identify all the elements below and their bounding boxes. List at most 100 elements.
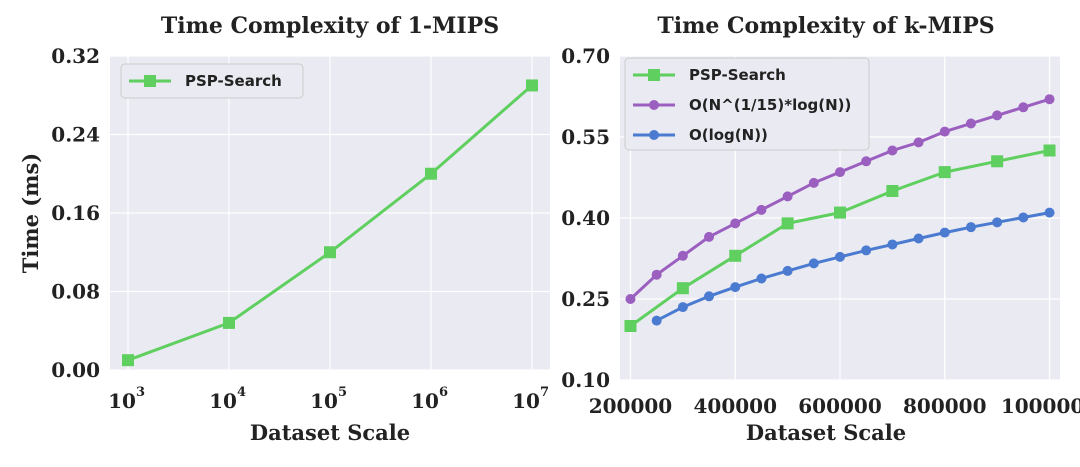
- chart-k-mips: Time Complexity of k-MIPS Dataset Scale …: [561, 13, 1080, 445]
- data-point: [1043, 144, 1056, 157]
- series-0: [122, 79, 538, 367]
- y-tick-label: 0.55: [561, 125, 610, 149]
- data-point: [886, 185, 899, 197]
- data-point: [939, 126, 950, 137]
- data-point: [835, 251, 845, 262]
- data-point: [991, 155, 1004, 168]
- data-point: [992, 110, 1003, 121]
- data-point: [677, 250, 688, 261]
- data-point: [808, 177, 819, 188]
- x-tick-exponent: 6: [439, 385, 448, 400]
- data-point: [223, 316, 235, 329]
- x-tick-exponent: 4: [237, 385, 246, 400]
- y-tick-label: 0.70: [561, 44, 610, 68]
- x-tick-label: 600000: [798, 394, 882, 418]
- chart-title-1-mips: Time Complexity of 1-MIPS: [161, 13, 499, 39]
- legend-k-mips: PSP-Search O(N^(1/15)*log(N)) O(log(N)): [624, 57, 870, 151]
- data-point: [425, 167, 437, 180]
- x-tick-label: 10: [310, 389, 338, 413]
- x-tick-label: 10: [411, 389, 439, 413]
- legend-label: O(N^(1/15)*log(N)): [689, 96, 851, 114]
- x-tick-exponent: 3: [136, 385, 145, 400]
- series-k-mips: [624, 94, 1056, 332]
- x-tick-exponent: 5: [338, 385, 347, 400]
- legend-label: PSP-Search: [689, 66, 786, 84]
- data-point: [1018, 102, 1029, 113]
- x-tick-label: 10: [209, 389, 237, 413]
- series-1: [625, 94, 1055, 304]
- data-point: [808, 258, 819, 269]
- series-1-mips: [122, 79, 538, 367]
- x-tick-exponent: 7: [540, 385, 549, 400]
- data-point: [651, 269, 662, 280]
- y-ticks-k-mips: 0.10 0.25 0.40 0.55 0.70: [561, 44, 610, 392]
- data-point: [938, 166, 951, 179]
- y-tick-label: 0.00: [51, 358, 100, 382]
- legend-label: O(log(N)): [689, 126, 768, 144]
- data-point: [122, 354, 134, 367]
- x-tick-label: 400000: [693, 394, 777, 418]
- legend-marker: [649, 130, 659, 140]
- data-point: [861, 156, 872, 167]
- data-point: [624, 320, 637, 332]
- y-tick-label: 0.25: [561, 287, 610, 311]
- chart-title-k-mips: Time Complexity of k-MIPS: [657, 13, 994, 39]
- data-point: [861, 245, 872, 256]
- data-point: [913, 233, 924, 244]
- data-point: [324, 246, 336, 259]
- data-point: [729, 249, 742, 262]
- legend-box: [624, 57, 870, 151]
- data-point: [756, 273, 767, 284]
- x-tick-label: 10: [108, 389, 136, 413]
- data-point: [782, 265, 793, 276]
- data-point: [1018, 212, 1029, 223]
- x-tick-label: 10: [512, 389, 540, 413]
- y-tick-label: 0.24: [51, 123, 100, 147]
- data-point: [704, 291, 715, 302]
- data-point: [887, 239, 898, 250]
- data-point: [965, 118, 976, 129]
- data-point: [676, 282, 689, 295]
- data-point: [677, 302, 688, 313]
- x-axis-label-1-mips: Dataset Scale: [250, 420, 410, 445]
- data-point: [730, 282, 741, 293]
- x-ticks-1-mips: 10 3 10 4 10 5 10 6 10 7: [108, 385, 549, 413]
- x-tick-label: 1000000: [1001, 394, 1080, 418]
- y-tick-label: 0.40: [561, 206, 610, 230]
- data-point: [992, 217, 1003, 228]
- data-point: [834, 206, 846, 219]
- data-point: [835, 167, 845, 178]
- x-ticks-k-mips: 200000 400000 600000 800000 1000000: [589, 394, 1080, 418]
- data-point: [1044, 94, 1055, 105]
- data-point: [887, 145, 898, 156]
- legend-marker: [648, 69, 660, 81]
- data-point: [756, 204, 767, 215]
- y-axis-label-1-mips: Time (ms): [18, 153, 43, 273]
- data-point: [730, 218, 741, 229]
- data-point: [1044, 207, 1055, 218]
- legend-1-mips: PSP-Search: [120, 63, 304, 99]
- legend-box: [120, 63, 304, 99]
- data-point: [651, 315, 662, 326]
- data-point: [781, 217, 794, 230]
- data-point: [625, 294, 636, 304]
- y-tick-label: 0.08: [51, 280, 100, 304]
- data-point: [704, 231, 715, 242]
- legend-marker: [649, 100, 659, 110]
- x-axis-label-k-mips: Dataset Scale: [746, 420, 906, 445]
- y-ticks-1-mips: 0.00 0.08 0.16 0.24 0.32: [51, 44, 100, 382]
- data-point: [526, 79, 538, 92]
- series-line: [656, 211, 1050, 322]
- data-point: [913, 137, 924, 148]
- x-tick-label: 800000: [903, 394, 987, 418]
- legend-label: PSP-Search: [185, 72, 282, 90]
- chart-1-mips: Time Complexity of 1-MIPS Dataset Scale …: [18, 13, 550, 445]
- y-tick-label: 0.10: [561, 368, 610, 392]
- y-tick-label: 0.16: [51, 201, 100, 225]
- data-point: [965, 222, 976, 233]
- series-2: [651, 207, 1055, 326]
- legend-marker: [144, 75, 156, 87]
- x-tick-label: 200000: [589, 394, 673, 418]
- y-tick-label: 0.32: [51, 44, 100, 68]
